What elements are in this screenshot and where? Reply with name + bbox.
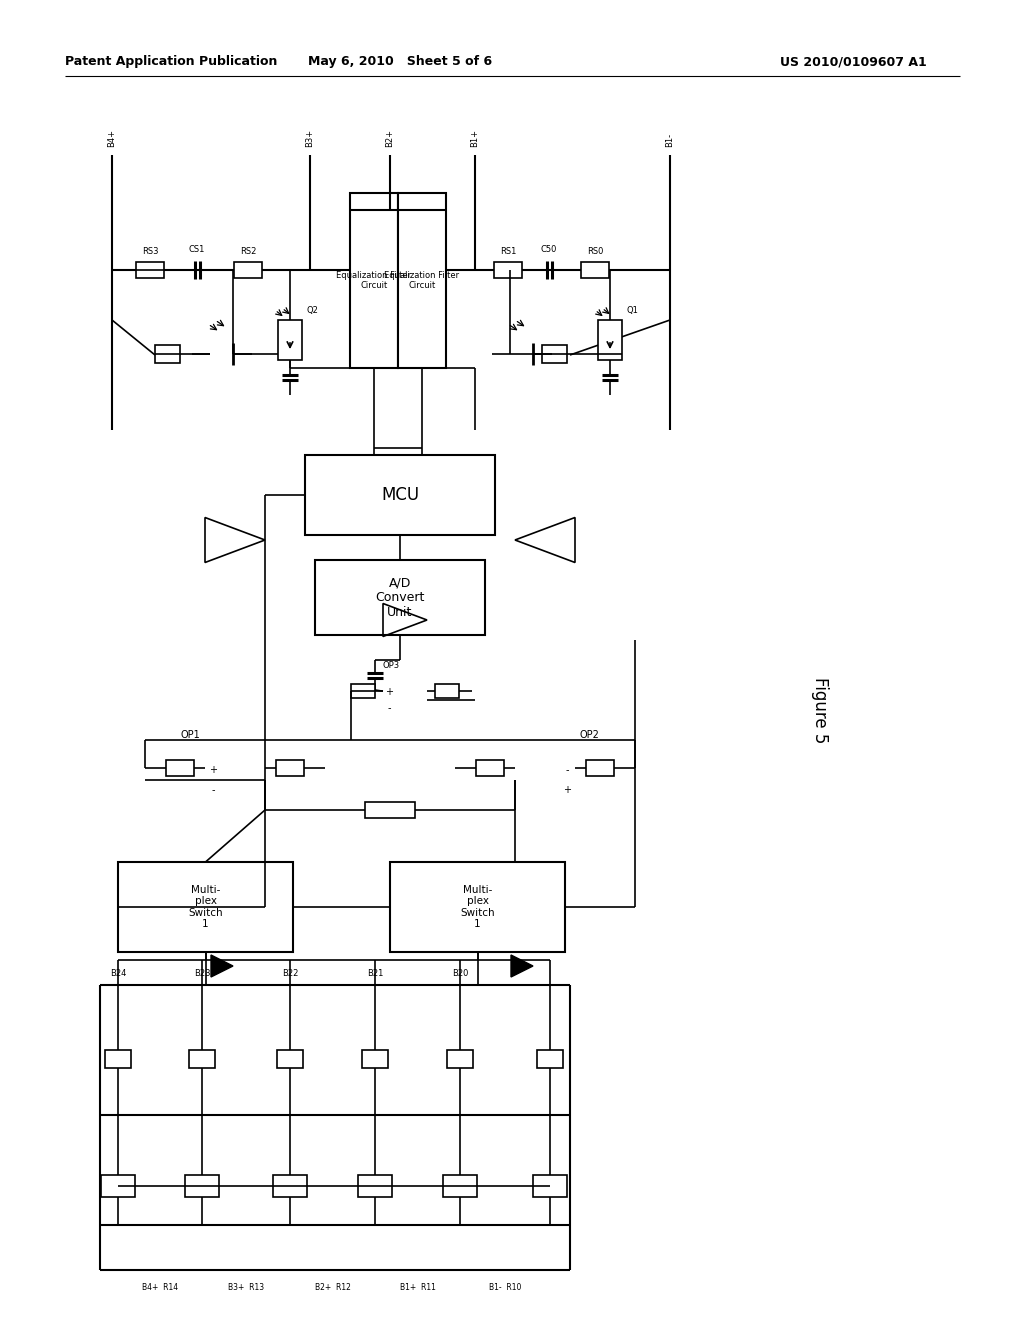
Bar [189, 1049, 215, 1068]
Text: B1-  R10: B1- R10 [488, 1283, 521, 1292]
Text: Q2: Q2 [306, 305, 317, 314]
Text: May 6, 2010   Sheet 5 of 6: May 6, 2010 Sheet 5 of 6 [308, 55, 493, 69]
Bar [494, 261, 522, 279]
Text: Q1: Q1 [626, 305, 638, 314]
Text: OP2: OP2 [580, 730, 600, 741]
Bar [358, 1175, 392, 1197]
Text: Figure 5: Figure 5 [811, 677, 829, 743]
Text: -: - [565, 766, 568, 775]
Bar [542, 345, 567, 363]
Text: B1+: B1+ [470, 129, 479, 147]
Bar [537, 1049, 563, 1068]
Bar [315, 560, 485, 635]
Bar [398, 193, 446, 368]
Bar [101, 1175, 135, 1197]
Text: C50: C50 [541, 246, 557, 255]
Bar [581, 261, 609, 279]
Text: +: + [385, 686, 393, 697]
Text: US 2010/0109607 A1: US 2010/0109607 A1 [780, 55, 927, 69]
Text: B3+: B3+ [305, 129, 314, 147]
Bar [136, 261, 164, 279]
Bar [362, 1049, 388, 1068]
Bar [435, 684, 459, 698]
Bar [443, 1175, 477, 1197]
Text: +: + [209, 766, 217, 775]
Bar [166, 760, 194, 776]
Bar [234, 261, 262, 279]
Text: RS1: RS1 [500, 248, 516, 256]
Text: Multi-
plex
Switch
1: Multi- plex Switch 1 [460, 884, 495, 929]
Text: Equalization Filter
Circuit: Equalization Filter Circuit [384, 271, 460, 290]
Bar [534, 1175, 567, 1197]
Text: B20: B20 [452, 969, 468, 978]
Text: RS2: RS2 [240, 248, 256, 256]
Bar [476, 760, 504, 776]
Polygon shape [511, 954, 534, 977]
Bar [273, 1175, 307, 1197]
Polygon shape [211, 954, 233, 977]
Bar [105, 1049, 131, 1068]
Bar [598, 319, 622, 360]
Bar [278, 1049, 303, 1068]
Bar [365, 803, 415, 818]
Bar [390, 862, 565, 952]
Text: Patent Application Publication: Patent Application Publication [65, 55, 278, 69]
Text: -: - [387, 704, 391, 713]
Text: B1-: B1- [666, 133, 675, 147]
Bar [118, 862, 293, 952]
Text: +: + [563, 785, 571, 795]
Text: OP1: OP1 [180, 730, 200, 741]
Text: B21: B21 [367, 969, 383, 978]
Text: A/D
Convert
Unit: A/D Convert Unit [376, 576, 425, 619]
Bar [447, 1049, 473, 1068]
Text: B2+  R12: B2+ R12 [314, 1283, 350, 1292]
Bar [155, 345, 180, 363]
Bar [586, 760, 614, 776]
Bar [350, 193, 398, 368]
Bar [305, 455, 495, 535]
Text: B1+  R11: B1+ R11 [399, 1283, 435, 1292]
Text: Equalization Filter
Circuit: Equalization Filter Circuit [337, 271, 412, 290]
Text: B23: B23 [194, 969, 210, 978]
Text: B3+  R13: B3+ R13 [228, 1283, 264, 1292]
Text: RS3: RS3 [141, 248, 159, 256]
Bar [185, 1175, 219, 1197]
Bar [351, 684, 375, 698]
Bar [278, 319, 302, 360]
Text: Multi-
plex
Switch
1: Multi- plex Switch 1 [188, 884, 223, 929]
Text: CS1: CS1 [188, 246, 205, 255]
Text: B22: B22 [282, 969, 298, 978]
Text: B4+: B4+ [108, 129, 117, 147]
Text: B24: B24 [110, 969, 126, 978]
Text: RS0: RS0 [587, 248, 603, 256]
Text: -: - [211, 785, 215, 795]
Text: B4+  R14: B4+ R14 [142, 1283, 178, 1292]
Bar [276, 760, 304, 776]
Text: B2+: B2+ [385, 129, 394, 147]
Text: OP3: OP3 [382, 660, 399, 669]
Text: MCU: MCU [381, 486, 419, 504]
